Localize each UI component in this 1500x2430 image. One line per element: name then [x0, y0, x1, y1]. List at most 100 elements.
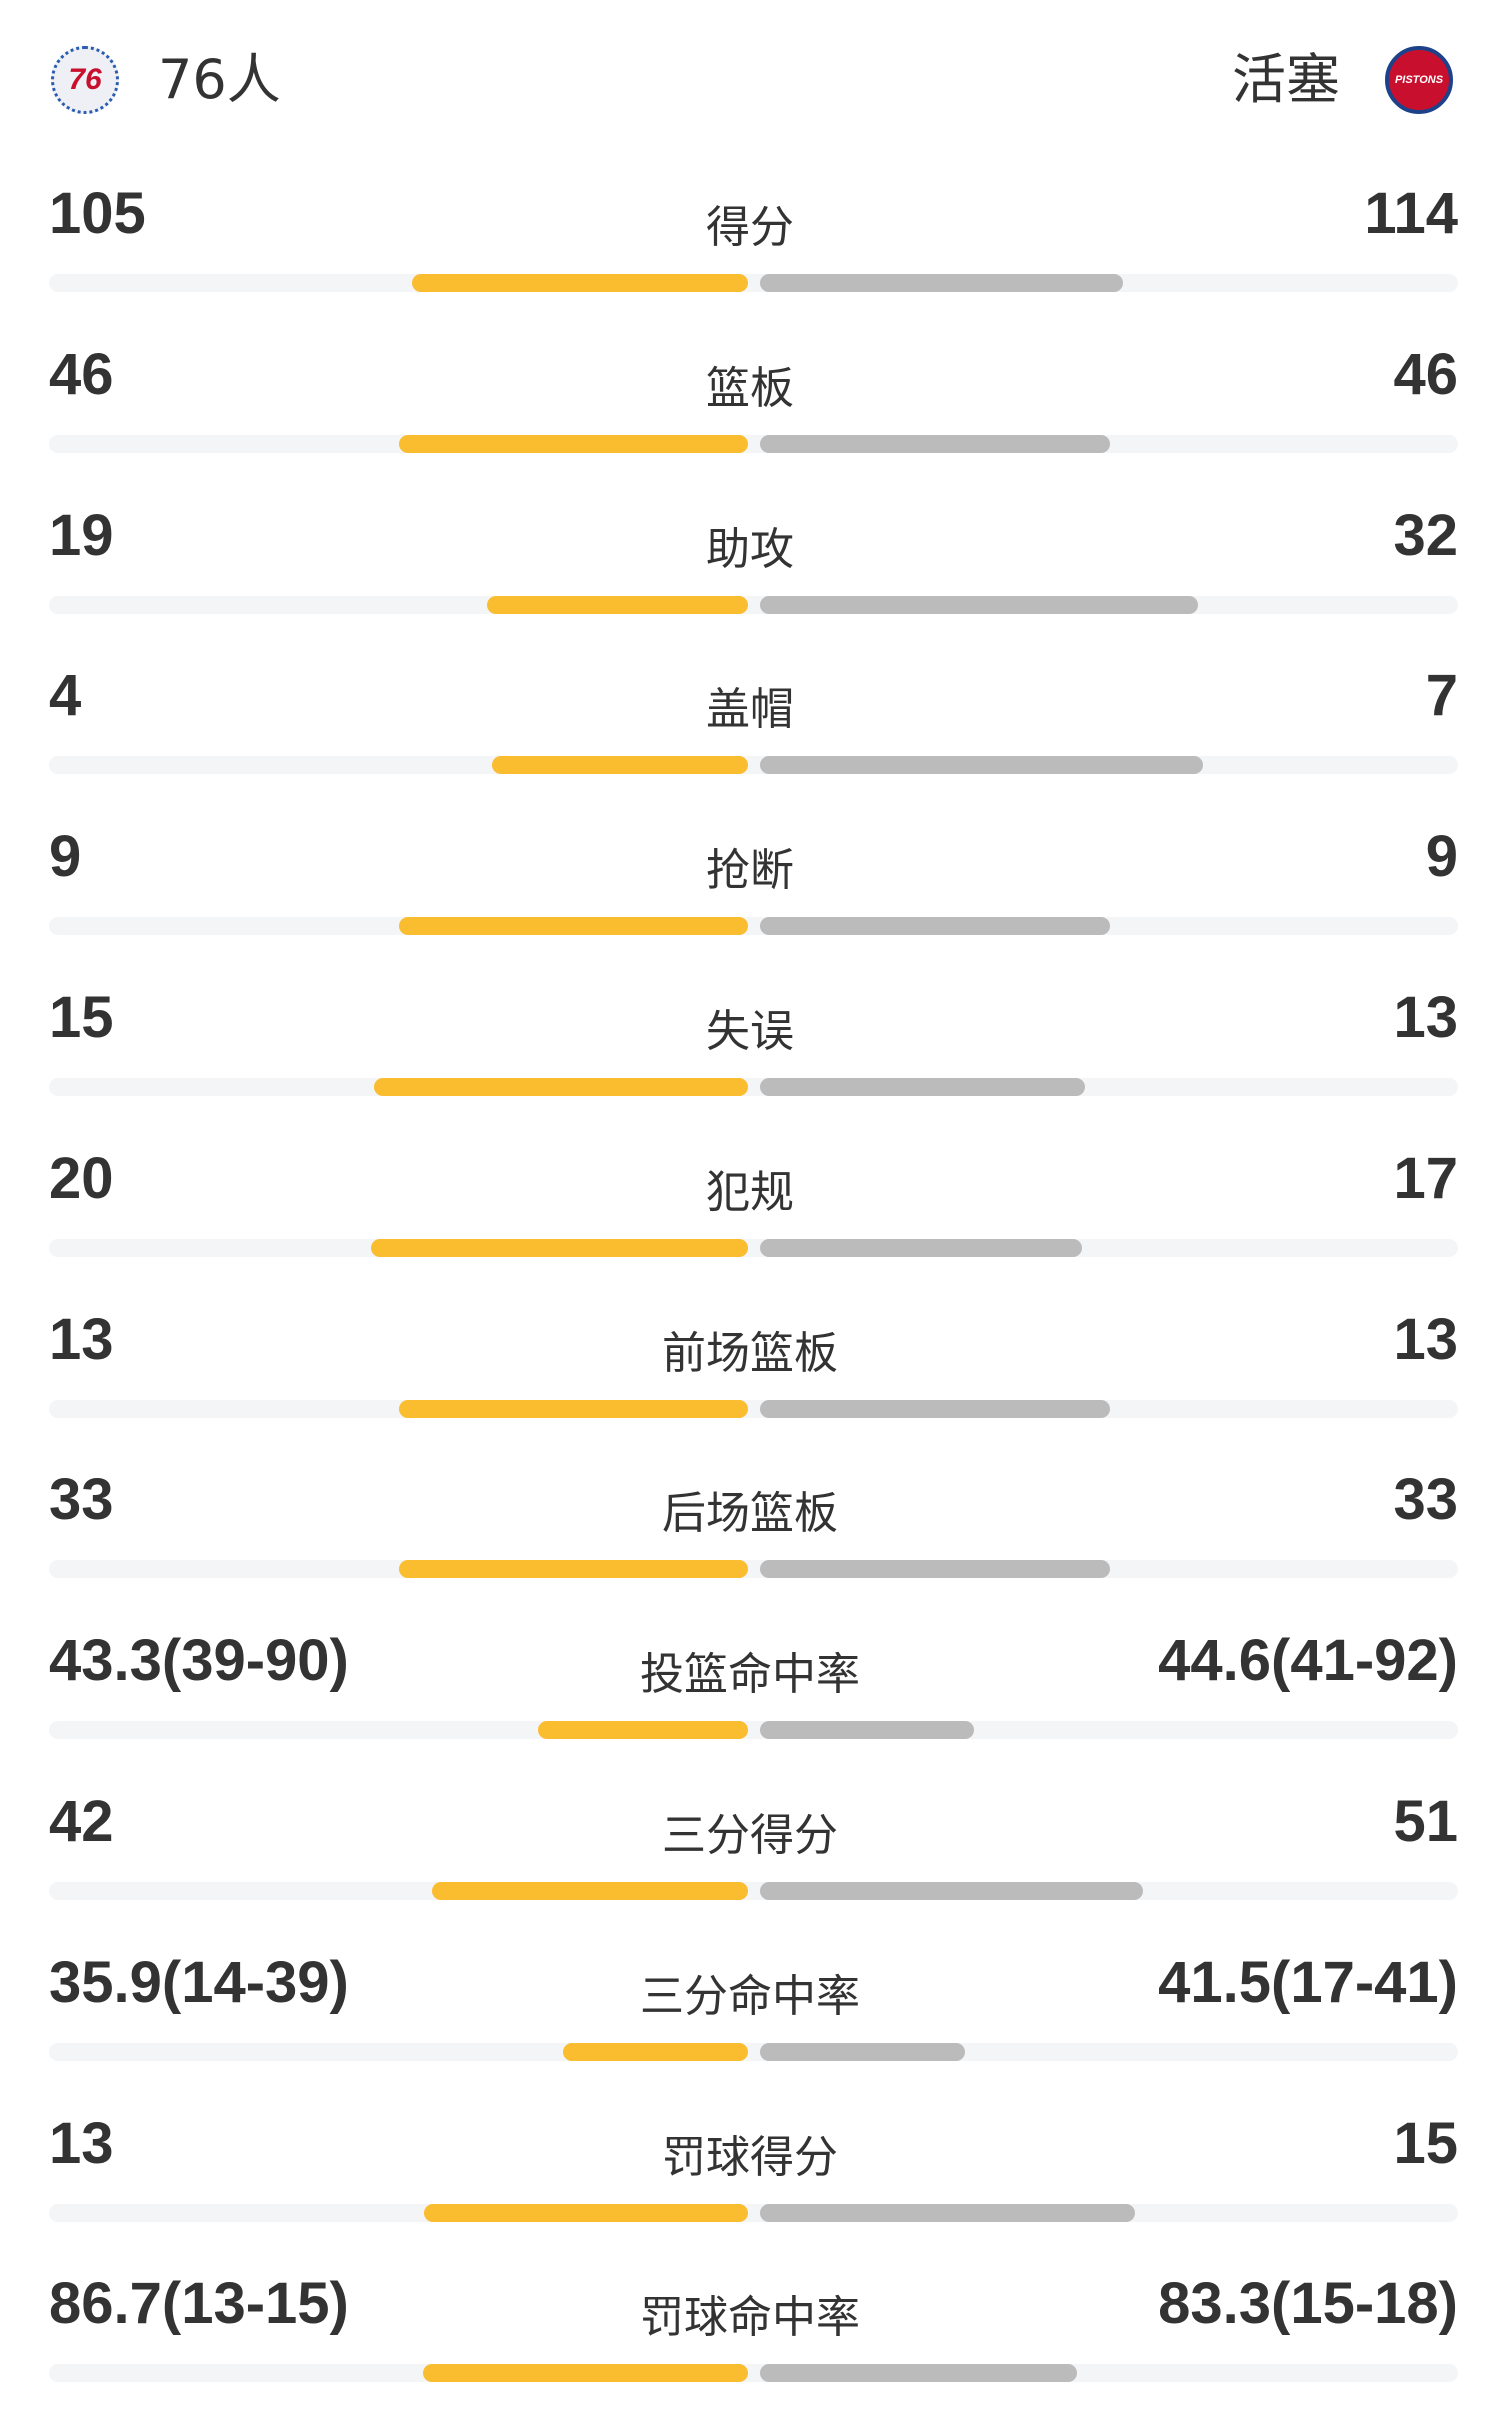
home-value: 43.3(39-90) — [49, 1628, 349, 1694]
home-value: 42 — [49, 1789, 114, 1854]
stat-row: 13 前场篮板 13 — [0, 1306, 1500, 1466]
home-value: 15 — [49, 985, 114, 1050]
away-value: 44.6(41-92) — [1158, 1628, 1458, 1694]
away-value: 114 — [1364, 181, 1458, 246]
stat-bar-track — [49, 434, 1458, 453]
home-stat-bar — [412, 274, 748, 292]
stat-row: 33 后场篮板 33 — [0, 1466, 1500, 1626]
home-stat-bar — [374, 1078, 748, 1096]
away-stat-bar — [760, 434, 1110, 453]
home-stat-bar — [422, 2364, 748, 2383]
home-stat-bar — [563, 2042, 748, 2061]
home-stat-bar — [398, 1560, 748, 1579]
away-value: 15 — [1393, 2110, 1458, 2176]
home-stat-bar — [538, 1721, 748, 1740]
stat-label: 抢断 — [706, 845, 794, 897]
stat-row: 20 犯规 17 — [0, 1145, 1500, 1305]
away-stat-bar — [760, 274, 1124, 292]
home-team-name[interactable]: 76人 — [158, 48, 281, 111]
stat-label: 三分命中率 — [640, 1970, 860, 2022]
stat-bar-track — [49, 2203, 1458, 2222]
away-stat-bar — [760, 1399, 1110, 1418]
home-value: 19 — [49, 502, 114, 568]
stat-label: 得分 — [706, 202, 794, 253]
away-value: 51 — [1393, 1789, 1458, 1854]
away-value: 83.3(15-18) — [1158, 2271, 1458, 2337]
home-value: 13 — [49, 1306, 114, 1372]
stat-row: 86.7(13-15) 罚球命中率 83.3(15-18) — [0, 2270, 1500, 2430]
stat-bar-track — [49, 1882, 1458, 1900]
stat-row: 105 得分 114 — [0, 180, 1500, 340]
sixers-logo-text: 76 — [68, 63, 102, 96]
stat-bar-track — [49, 1560, 1458, 1579]
away-value: 9 — [1425, 824, 1458, 890]
stat-bar-track — [49, 2042, 1458, 2061]
stat-bar-track — [49, 1721, 1458, 1740]
away-value: 41.5(17-41) — [1158, 1949, 1458, 2015]
stat-row: 43.3(39-90) 投篮命中率 44.6(41-92) — [0, 1627, 1500, 1787]
away-value: 32 — [1393, 502, 1458, 568]
home-value: 86.7(13-15) — [49, 2271, 349, 2337]
stat-row: 13 罚球得分 15 — [0, 2110, 1500, 2270]
stat-label: 罚球命中率 — [640, 2292, 860, 2344]
home-stat-bar — [398, 917, 748, 936]
stat-bar-track — [49, 1238, 1458, 1257]
stat-row: 4 盖帽 7 — [0, 662, 1500, 822]
stat-label: 投篮命中率 — [640, 1649, 860, 1701]
pistons-logo-text: PISTONS — [1394, 74, 1444, 86]
sixers-logo-icon[interactable]: 76 — [51, 46, 119, 114]
stat-bar-track — [49, 756, 1458, 775]
home-stat-bar — [492, 756, 748, 775]
home-stat-bar — [398, 1399, 748, 1418]
away-stat-bar — [760, 1078, 1086, 1096]
away-stat-bar — [760, 2042, 965, 2061]
home-value: 20 — [49, 1145, 114, 1211]
stat-row: 9 抢断 9 — [0, 823, 1500, 983]
away-stat-bar — [760, 2364, 1078, 2383]
home-value: 46 — [49, 341, 114, 407]
home-value: 4 — [49, 663, 82, 729]
stat-row: 35.9(14-39) 三分命中率 41.5(17-41) — [0, 1949, 1500, 2109]
stat-row: 19 助攻 32 — [0, 502, 1500, 662]
away-stat-bar — [760, 2203, 1135, 2222]
away-stat-bar — [760, 1882, 1144, 1900]
stat-bar-track — [49, 1078, 1458, 1096]
away-value: 33 — [1393, 1467, 1458, 1533]
home-stat-bar — [432, 1882, 748, 1900]
stat-label: 失误 — [706, 1006, 794, 1057]
stat-bar-track — [49, 274, 1458, 292]
away-value: 13 — [1393, 985, 1458, 1050]
home-value: 13 — [49, 2110, 114, 2176]
stat-row: 46 篮板 46 — [0, 341, 1500, 501]
home-value: 33 — [49, 1467, 114, 1533]
away-value: 7 — [1425, 663, 1458, 729]
stat-bar-track — [49, 595, 1458, 614]
stat-row: 15 失误 13 — [0, 984, 1500, 1144]
home-value: 105 — [49, 181, 146, 246]
away-stat-bar — [760, 756, 1204, 775]
away-value: 46 — [1393, 341, 1458, 407]
stat-label: 罚球得分 — [662, 2131, 838, 2183]
away-value: 17 — [1393, 1145, 1458, 1211]
stat-bar-track — [49, 1399, 1458, 1418]
home-stat-bar — [486, 595, 748, 614]
stat-label: 后场篮板 — [662, 1488, 838, 1540]
stat-label: 助攻 — [706, 523, 794, 575]
away-team-name[interactable]: 活塞 — [1232, 48, 1340, 111]
away-stat-bar — [760, 1721, 974, 1740]
stat-label: 前场篮板 — [662, 1327, 838, 1379]
home-value: 9 — [49, 824, 82, 890]
away-stat-bar — [760, 595, 1198, 614]
away-stat-bar — [760, 917, 1110, 936]
home-stat-bar — [370, 1238, 748, 1257]
stat-label: 篮板 — [706, 362, 794, 414]
stat-label: 盖帽 — [706, 684, 794, 736]
stat-label: 三分得分 — [662, 1810, 838, 1861]
pistons-logo-icon[interactable]: PISTONS — [1385, 46, 1453, 114]
team-header: 76 76人 活塞 PISTONS — [0, 0, 1500, 160]
stat-row: 42 三分得分 51 — [0, 1788, 1500, 1948]
stat-bar-track — [49, 917, 1458, 936]
away-stat-bar — [760, 1238, 1082, 1257]
home-stat-bar — [423, 2203, 748, 2222]
away-value: 13 — [1393, 1306, 1458, 1372]
